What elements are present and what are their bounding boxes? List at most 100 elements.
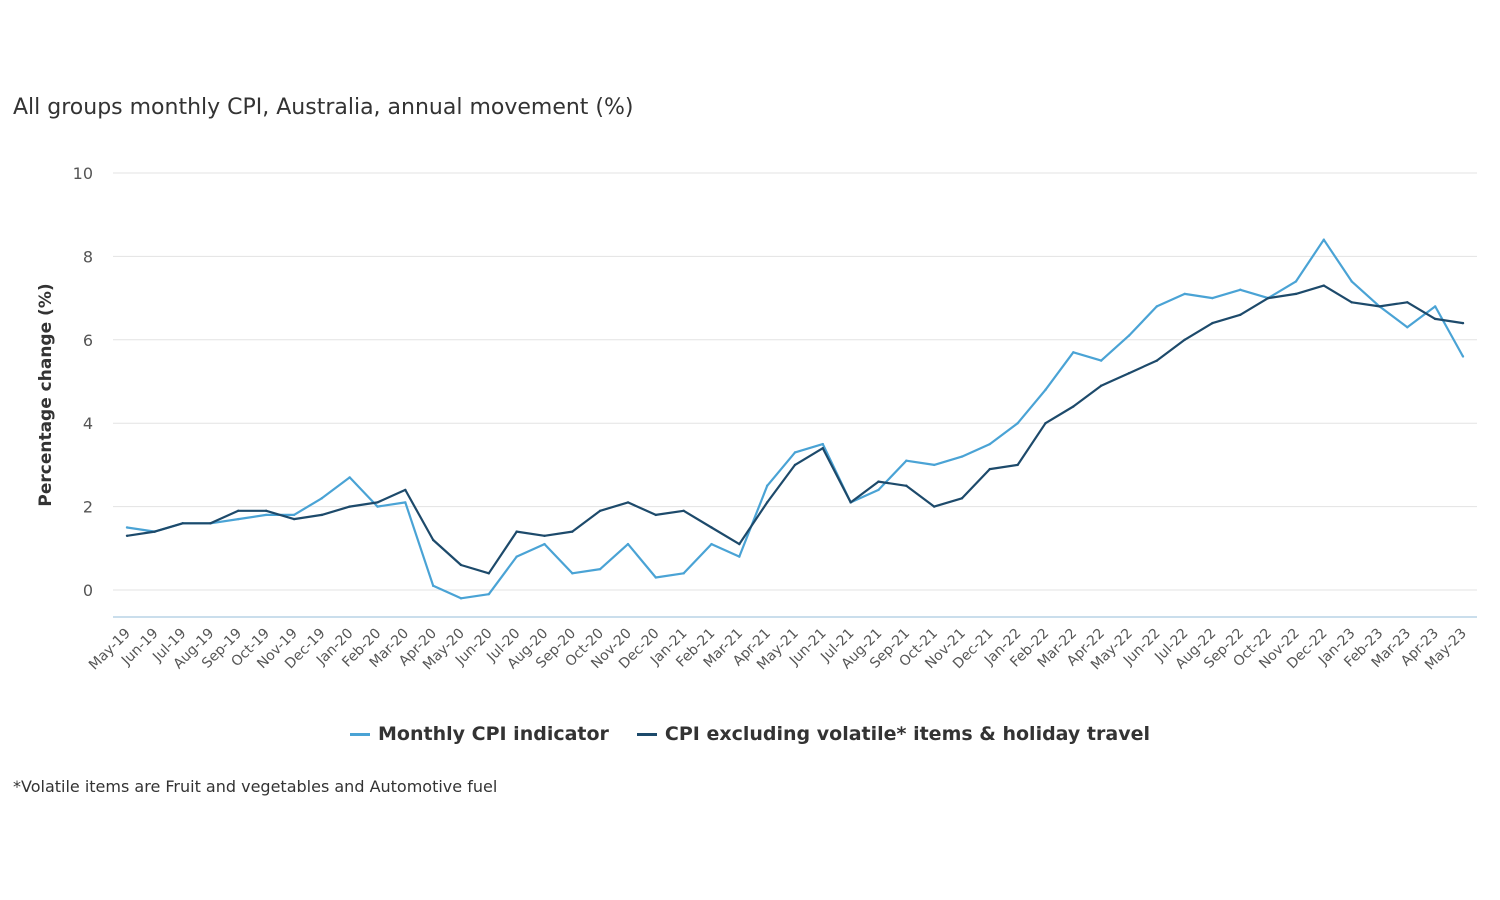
data-point — [125, 534, 129, 537]
data-point — [1461, 355, 1465, 358]
chart-title: All groups monthly CPI, Australia, annua… — [13, 95, 634, 120]
data-point — [988, 442, 992, 446]
data-point — [905, 459, 908, 462]
data-point — [181, 522, 184, 525]
y-tick-label: 6 — [83, 331, 93, 350]
data-point — [320, 513, 324, 517]
data-point — [682, 572, 685, 575]
series-line-monthly-cpi — [126, 238, 1464, 600]
data-point — [960, 497, 964, 500]
data-point — [404, 501, 407, 504]
data-point — [1406, 326, 1409, 329]
data-point — [682, 509, 685, 512]
data-point — [1322, 238, 1326, 241]
data-point — [292, 513, 296, 517]
y-tick-label: 2 — [83, 498, 93, 517]
data-point — [571, 572, 574, 575]
data-point — [125, 526, 129, 529]
legend-swatch — [350, 732, 371, 736]
legend-item-monthly-cpi[interactable]: Monthly CPI indicator — [350, 723, 609, 745]
data-point — [1016, 463, 1019, 467]
data-point — [654, 513, 658, 517]
legend: Monthly CPI indicator CPI excluding vola… — [0, 723, 1500, 745]
data-point — [793, 451, 797, 454]
legend-swatch — [636, 732, 657, 736]
data-point — [765, 484, 769, 487]
y-tick-label: 10 — [73, 164, 93, 183]
data-point — [988, 467, 992, 471]
data-point — [960, 455, 964, 458]
data-point — [543, 534, 546, 537]
data-point — [626, 501, 630, 504]
data-point — [292, 517, 296, 521]
data-point — [598, 509, 602, 512]
data-point — [376, 505, 379, 508]
data-point — [459, 597, 463, 600]
data-point — [1406, 301, 1409, 304]
data-point — [905, 484, 908, 487]
data-point — [626, 542, 630, 546]
data-point — [1183, 338, 1186, 341]
data-point — [1072, 351, 1075, 354]
data-point — [1072, 405, 1075, 408]
data-point — [237, 517, 240, 521]
data-point — [431, 584, 435, 588]
data-point — [1266, 296, 1270, 300]
data-point — [1239, 313, 1242, 316]
data-point — [487, 572, 491, 575]
data-point — [1099, 384, 1103, 387]
data-point — [264, 509, 268, 512]
y-tick-label: 8 — [83, 247, 93, 266]
data-point — [1044, 422, 1047, 425]
data-point — [1211, 321, 1214, 325]
data-point — [793, 463, 797, 467]
data-point — [1044, 388, 1047, 392]
y-tick-label: 0 — [83, 581, 93, 600]
data-point — [1461, 321, 1465, 325]
data-point — [348, 476, 351, 479]
data-point — [1350, 301, 1353, 304]
data-point — [877, 480, 880, 483]
legend-item-cpi-excluding-volatile[interactable]: CPI excluding volatile* items & holiday … — [636, 723, 1150, 745]
data-point — [237, 509, 240, 512]
legend-label: CPI excluding volatile* items & holiday … — [664, 723, 1150, 745]
data-point — [487, 592, 491, 596]
data-point — [1433, 305, 1437, 308]
data-point — [765, 501, 769, 504]
data-point — [1294, 280, 1298, 283]
data-point — [598, 567, 602, 571]
data-point — [1350, 280, 1353, 283]
data-point — [932, 505, 936, 508]
footnote: *Volatile items are Fruit and vegetables… — [13, 777, 498, 796]
data-point — [543, 542, 546, 546]
data-point — [710, 526, 713, 529]
data-point — [404, 488, 407, 492]
data-point — [320, 497, 324, 500]
data-point — [1016, 422, 1019, 425]
data-point — [821, 442, 825, 446]
data-point — [153, 530, 157, 533]
data-point — [515, 555, 518, 558]
data-point — [654, 576, 658, 579]
data-point — [431, 538, 435, 542]
data-point — [738, 555, 741, 558]
series-line-cpi-excluding-volatile — [126, 284, 1464, 575]
data-point — [932, 463, 936, 467]
data-point — [710, 542, 713, 546]
data-point — [1433, 317, 1437, 321]
data-point — [1378, 305, 1381, 308]
y-tick-label: 4 — [83, 414, 93, 433]
y-axis-title: Percentage change (%) — [36, 283, 56, 506]
data-point — [849, 501, 852, 504]
data-point — [1183, 292, 1186, 296]
legend-label: Monthly CPI indicator — [378, 723, 609, 745]
data-point — [571, 530, 574, 533]
data-point — [877, 488, 880, 492]
data-point — [1294, 292, 1298, 296]
data-point — [209, 522, 212, 525]
data-point — [264, 513, 268, 517]
data-point — [1322, 284, 1326, 287]
data-point — [459, 563, 463, 567]
data-point — [1127, 334, 1131, 337]
